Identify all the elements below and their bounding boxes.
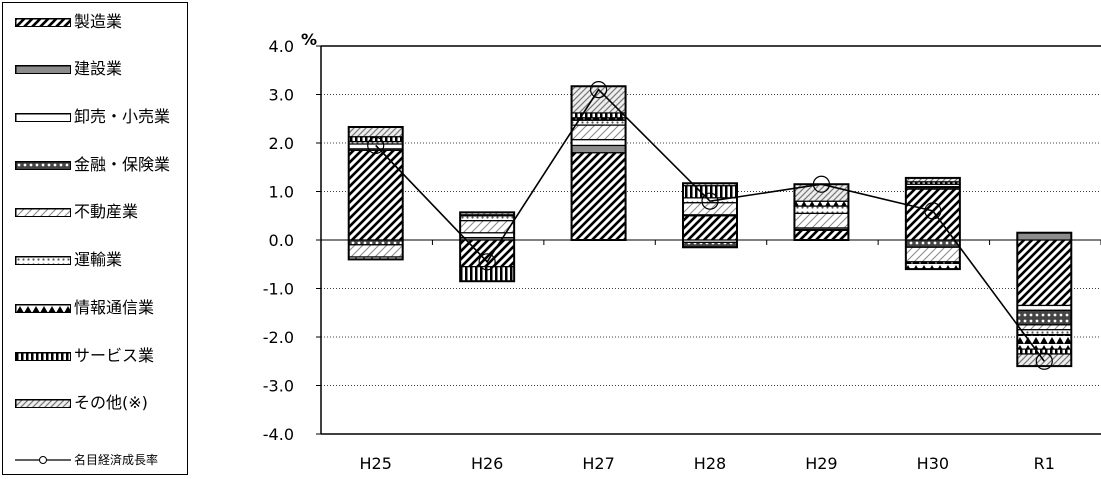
legend-item: 金融・保険業: [15, 154, 170, 176]
legend-item: 不動産業: [15, 201, 138, 223]
growth-rate-line: [375, 88, 1045, 362]
legend-label: 建設業: [74, 59, 123, 78]
x-tick-label: H26: [471, 454, 503, 473]
legend-label: 情報通信業: [74, 298, 155, 317]
bar-segment: [570, 152, 627, 241]
legend-item: サービス業: [15, 345, 154, 367]
legend-swatch: [15, 303, 71, 313]
bar-segment: [905, 239, 961, 248]
x-tick-label: H30: [917, 454, 949, 473]
growth-rate-point: [924, 202, 942, 220]
legend-item: 運輸業: [15, 249, 122, 271]
bar-segment: [1016, 239, 1072, 307]
y-tick-label: -2.0: [263, 328, 294, 347]
legend-swatch: [15, 160, 71, 170]
legend-label: 製造業: [74, 12, 123, 31]
bar-segment: [793, 205, 850, 214]
x-tick-label: H28: [694, 454, 726, 473]
x-tick-label: H25: [360, 454, 392, 473]
legend-item: 製造業: [15, 11, 122, 33]
legend-label: 名目経済成長率: [74, 453, 159, 467]
bar-segment: [1016, 309, 1072, 326]
legend-item: 情報通信業: [15, 297, 154, 319]
legend-label: 卸売・小売業: [74, 107, 171, 126]
chart: 4.0 3.0 2.0 1.0 0.0 -1.0 -2.0 -3.0 -4.0% H25 H26 H2…: [263, 30, 1101, 473]
y-tick-label: 2.0: [269, 134, 294, 153]
bar-segment: [905, 246, 961, 263]
bar-segment: [905, 261, 961, 270]
x-tick-label: R1: [1034, 454, 1055, 473]
legend-item: その他(※): [15, 392, 148, 414]
legend-swatch: [15, 207, 71, 217]
bar-segment: [348, 244, 404, 258]
bar-segment: [1016, 232, 1072, 241]
bar-segment: [570, 112, 627, 119]
bar-segment: [1016, 324, 1072, 331]
y-tick-label: -1.0: [263, 280, 294, 299]
bar-outline: [904, 176, 961, 271]
bar-outline: [1016, 231, 1073, 368]
legend-label: その他(※): [74, 393, 148, 412]
legend-label: 金融・保険業: [74, 155, 171, 174]
growth-rate-point: [1035, 352, 1053, 370]
legend-swatch: [15, 255, 71, 265]
legend: 製造業建設業卸売・小売業 金融・保険業 不動産業運輸業情報通信業サービス業その他(※…: [2, 2, 188, 475]
bar-outline: [347, 125, 404, 261]
bar-segment: [1016, 304, 1072, 311]
bar-segment: [570, 139, 627, 147]
legend-label: 運輸業: [74, 250, 123, 269]
bar-segment: [459, 220, 515, 234]
y-tick-label: 3.0: [269, 86, 294, 105]
growth-rate-point: [367, 136, 385, 155]
bar-segment: [348, 149, 404, 241]
bar-segment: [793, 212, 850, 229]
bar-segment: [682, 215, 738, 241]
bar-outline: [682, 182, 738, 249]
bar-segment: [1016, 329, 1072, 336]
y-tick-label: 0.0: [269, 231, 294, 250]
legend-item-line: 名目経済成長率: [15, 449, 158, 471]
bar-segment: [570, 124, 627, 141]
y-tick-label: -3.0: [263, 377, 294, 396]
legend-item: 建設業: [15, 58, 122, 80]
bar-segment: [348, 126, 404, 138]
legend-swatch: [15, 64, 71, 74]
growth-rate-point: [589, 81, 608, 99]
legend-item: 卸売・小売業: [15, 106, 170, 128]
y-tick-label: -4.0: [263, 425, 294, 444]
growth-rate-point: [701, 192, 719, 210]
legend-label: サービス業: [74, 346, 155, 365]
growth-rate-point: [812, 175, 831, 193]
y-tick-label: 1.0: [269, 183, 294, 202]
bar-segment: [570, 144, 627, 154]
bar-segment: [459, 215, 515, 222]
bar-segment: [348, 239, 404, 246]
growth-rate-point: [478, 253, 496, 271]
bar-segment: [793, 229, 850, 241]
legend-swatch: [15, 351, 71, 361]
y-axis-unit: %: [301, 30, 317, 49]
legend-swatch: [15, 112, 71, 122]
bar-segment: [793, 200, 850, 207]
legend-swatch: [15, 398, 71, 408]
legend-line-swatch: [15, 456, 71, 464]
x-tick-label: H29: [805, 454, 837, 473]
legend-swatch: [15, 17, 71, 27]
bar-segment: [570, 119, 627, 126]
bar-outline: [459, 211, 516, 283]
y-tick-label: 4.0: [269, 37, 294, 56]
legend-label: 不動産業: [74, 202, 139, 221]
x-tick-label: H27: [582, 454, 614, 473]
